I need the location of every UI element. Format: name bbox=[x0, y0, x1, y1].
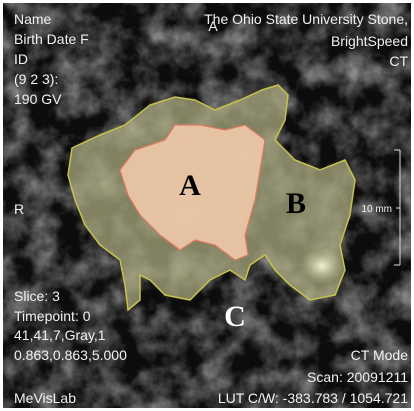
overlay-text: LUT C/W: -383.783 / 1054.721 bbox=[218, 390, 408, 406]
region-label: B bbox=[286, 187, 306, 220]
overlay-text: BrightSpeed bbox=[331, 33, 408, 49]
overlay-text: (9 2 3): bbox=[14, 71, 58, 87]
bright-spot bbox=[300, 248, 344, 284]
overlay-text: The Ohio State University Stone, bbox=[204, 11, 408, 27]
orientation-top: A bbox=[208, 18, 218, 34]
overlay-text: 0.863,0.863,5.000 bbox=[14, 347, 127, 363]
overlay-text: ID bbox=[14, 51, 28, 67]
overlay-text: Birth Date F bbox=[14, 31, 89, 47]
overlay-text: CT bbox=[389, 53, 408, 69]
region-label: C bbox=[224, 300, 246, 333]
overlay-text: CT Mode bbox=[351, 347, 409, 363]
scale-label: 10 mm bbox=[361, 204, 392, 215]
region-label: A bbox=[179, 169, 201, 202]
overlay-text: 190 GV bbox=[14, 91, 62, 107]
overlay-text: Name bbox=[14, 11, 52, 27]
orientation-left: R bbox=[14, 201, 24, 217]
overlay-text: Scan: 20091211 bbox=[307, 369, 408, 385]
viewer: Name Birth Date F ID (9 2 3): 190 GV The… bbox=[0, 0, 414, 411]
overlay-text: Slice: 3 bbox=[14, 288, 60, 304]
overlay-text: Timepoint: 0 bbox=[14, 308, 91, 324]
app-name: MeVisLab bbox=[14, 390, 76, 406]
overlay-text: 41,41,7,Gray,1 bbox=[14, 327, 106, 343]
